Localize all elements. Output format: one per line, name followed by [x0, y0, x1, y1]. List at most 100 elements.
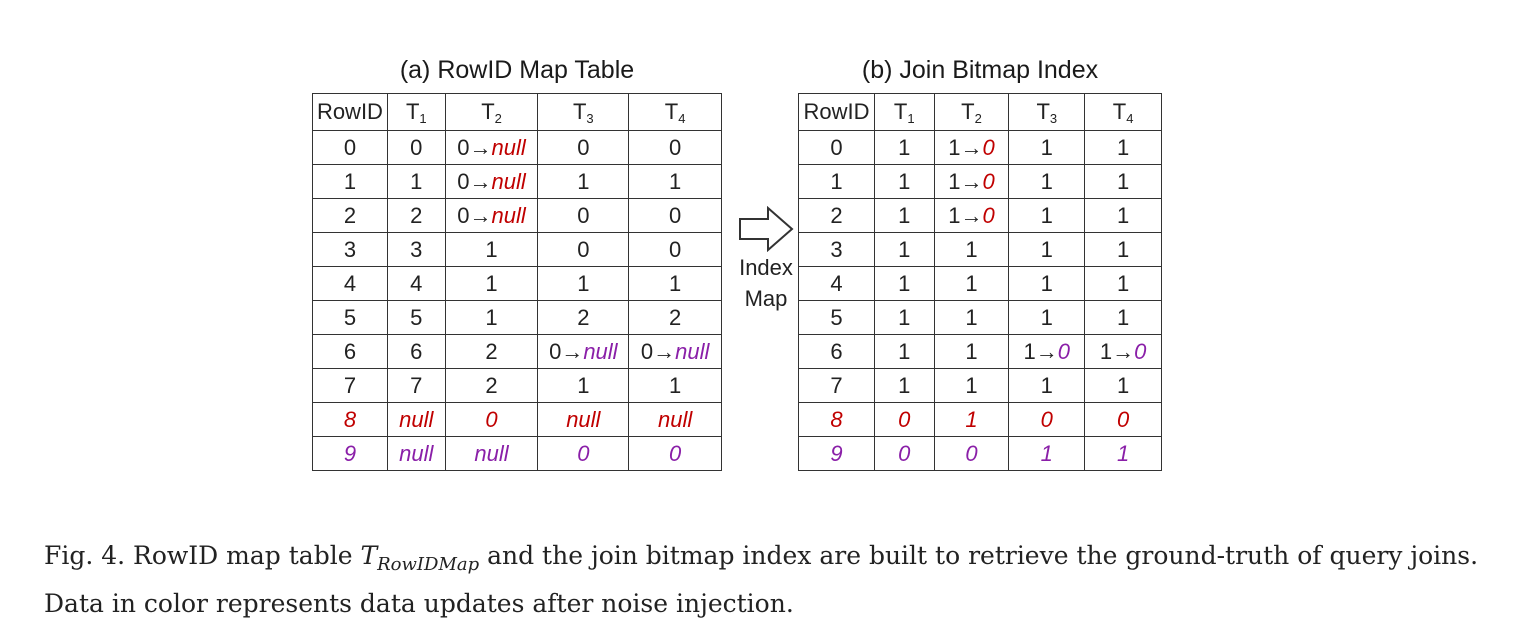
cell-value: null [566, 406, 601, 432]
table-cell: 0 [628, 232, 722, 267]
table-row: 8 0 1 0 0 [798, 402, 1162, 437]
table-row: 5 5 1 2 2 [312, 300, 722, 335]
header-letter: T [572, 98, 587, 124]
cell-value: 0 [1116, 406, 1130, 432]
table-row: 5 1 1 1 1 [798, 300, 1162, 335]
table-cell: 9 [798, 436, 875, 471]
table-header-row: RowID T1 T2 T3 T4 [798, 93, 1162, 131]
cell-value: 1 [898, 304, 911, 330]
table-cell: 2 [312, 198, 388, 233]
table-cell: 1 [1008, 198, 1086, 233]
table-row: 4 1 1 1 1 [798, 266, 1162, 301]
rowid-map-table: RowID T1 T2 T3 T4 0 0 0→null 0 0 1 1 0→null 1 1 2 2 0→nu… [312, 93, 722, 471]
table-cell: 1 [1008, 266, 1086, 301]
table-row: 2 1 1→0 1 1 [798, 198, 1162, 233]
old-value: 0→ [457, 202, 492, 228]
table-cell: 0→null [628, 334, 722, 369]
header-subscript: 4 [678, 110, 686, 126]
join-bitmap-index-table: RowID T1 T2 T3 T4 0 1 1→0 1 1 1 1 1→0 1 1 2 1 1→0 1 1 3 1 1 1 1… [798, 93, 1162, 471]
cell-value: 5 [830, 304, 843, 330]
cell-value: 1 [965, 270, 978, 296]
table-cell: 2 [444, 334, 539, 369]
header-subscript: 3 [586, 110, 594, 126]
header-letter: T [1036, 98, 1050, 124]
table-cell: 1→0 [933, 164, 1010, 199]
old-value: 0→ [457, 168, 492, 194]
cell-value: 1 [485, 236, 498, 262]
table-cell: 1 [873, 164, 935, 199]
table-cell: 0 [444, 402, 539, 437]
table-row: 0 1 1→0 1 1 [798, 130, 1162, 165]
cell-value: 4 [343, 270, 357, 296]
cell-value: 0 [668, 134, 682, 160]
cell-value: 1 [965, 236, 978, 262]
caption-prefix: Fig. 4. RowID map table [44, 541, 361, 570]
table-cell: 1 [1084, 232, 1162, 267]
table-cell: 1 [1008, 164, 1086, 199]
table-cell: 8 [798, 402, 875, 437]
cell-value: 1 [1040, 440, 1053, 466]
column-header: T2 [933, 93, 1010, 131]
column-header: RowID [312, 93, 388, 131]
cell-value: 1 [1040, 134, 1053, 160]
cell-value: 0 [577, 134, 590, 160]
cell-value: 2 [485, 372, 498, 398]
cell-value: 0 [668, 202, 682, 228]
table-cell: 1 [1084, 300, 1162, 335]
table-row: 6 1 1 1→0 1→0 [798, 334, 1162, 369]
cell-value: 5 [343, 304, 357, 330]
table-cell: 0 [1084, 402, 1162, 437]
cell-value: 1 [1040, 304, 1053, 330]
table-cell: 1 [628, 266, 722, 301]
cell-value: 4 [410, 270, 423, 296]
old-value: 1→ [1099, 338, 1135, 364]
caption-math-sub: RowIDMap [377, 554, 480, 575]
table-cell: 3 [312, 232, 388, 267]
table-cell: 5 [798, 300, 875, 335]
updated-value: null [491, 134, 526, 160]
table-cell: 0→null [537, 334, 630, 369]
column-header: T4 [628, 93, 722, 131]
table-cell: 1 [386, 164, 446, 199]
cell-value: 1 [898, 372, 911, 398]
cell-value: 6 [830, 338, 843, 364]
old-value: 1→ [948, 168, 983, 194]
cell-value: 1 [830, 168, 843, 194]
table-a-title: (a) RowID Map Table [399, 56, 635, 84]
cell-value: 1 [965, 338, 978, 364]
cell-value: 1 [898, 338, 911, 364]
cell-value: null [399, 440, 434, 466]
table-cell: 0 [798, 130, 875, 165]
column-header: T1 [873, 93, 935, 131]
table-cell: 1→0 [933, 198, 1010, 233]
cell-value: 1 [577, 270, 590, 296]
cell-value: 0 [1040, 406, 1053, 432]
table-cell: 1→0 [1084, 334, 1162, 369]
column-header: T3 [1008, 93, 1086, 131]
cell-value: 1 [965, 372, 978, 398]
cell-value: 0 [410, 134, 423, 160]
cell-value: 1 [1116, 372, 1130, 398]
cell-value: 9 [343, 440, 357, 466]
cell-value: 1 [898, 270, 911, 296]
cell-value: 1 [898, 134, 911, 160]
table-cell: 7 [312, 368, 388, 403]
table-row: 9 0 0 1 1 [798, 436, 1162, 471]
table-cell: 3 [798, 232, 875, 267]
caption-math-main: T [360, 541, 378, 570]
cell-value: 1 [485, 304, 498, 330]
cell-value: 1 [1040, 372, 1053, 398]
caption-math: TRowIDMap [360, 541, 479, 575]
table-row: 0 0 0→null 0 0 [312, 130, 722, 165]
cell-value: 3 [343, 236, 357, 262]
table-cell: 1 [312, 164, 388, 199]
cell-value: 2 [485, 338, 498, 364]
table-row: 6 6 2 0→null 0→null [312, 334, 722, 369]
cell-value: 1 [1040, 270, 1053, 296]
table-cell: 0→null [444, 198, 539, 233]
header-letter: T [961, 98, 975, 124]
table-cell: 1 [873, 368, 935, 403]
cell-value: null [657, 406, 693, 432]
cell-value: 1 [485, 270, 498, 296]
table-cell: null [537, 402, 630, 437]
